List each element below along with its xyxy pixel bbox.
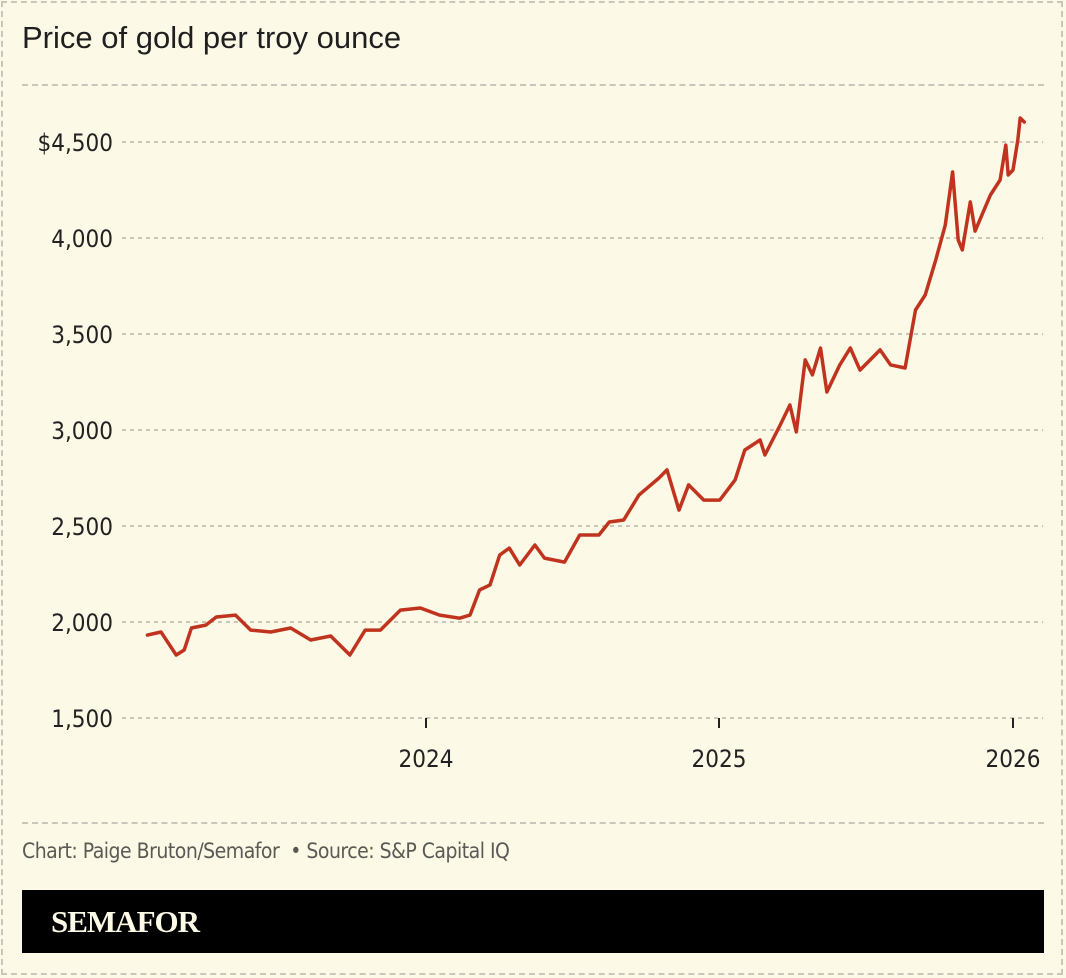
x-tick-label: 2025: [692, 745, 747, 773]
footer-divider: [22, 822, 1044, 824]
y-tick-label: $4,500: [37, 129, 113, 157]
x-tick-label: 2026: [986, 745, 1041, 773]
y-tick-label: 2,000: [51, 609, 113, 637]
semafor-logo: SEMAFOR: [51, 904, 200, 939]
x-tick-label: 2024: [399, 745, 454, 773]
y-tick-label: 1,500: [51, 705, 113, 733]
brand-bar: SEMAFOR: [22, 890, 1044, 953]
chart-title: Price of gold per troy ounce: [22, 20, 402, 55]
source-credit: Chart: Paige Bruton/Semafor • Source: S&…: [22, 839, 510, 863]
line-chart: 1,500 2,000 2,500 3,000 3,500 4,000 $4,500 2024…: [37, 116, 1043, 773]
y-tick-label: 3,500: [51, 321, 113, 349]
title-divider: [22, 84, 1044, 86]
y-tick-label: 3,000: [51, 417, 113, 445]
gold-price-line: [145, 116, 1027, 657]
y-tick-label: 2,500: [51, 513, 113, 541]
y-tick-label: 4,000: [51, 225, 113, 253]
